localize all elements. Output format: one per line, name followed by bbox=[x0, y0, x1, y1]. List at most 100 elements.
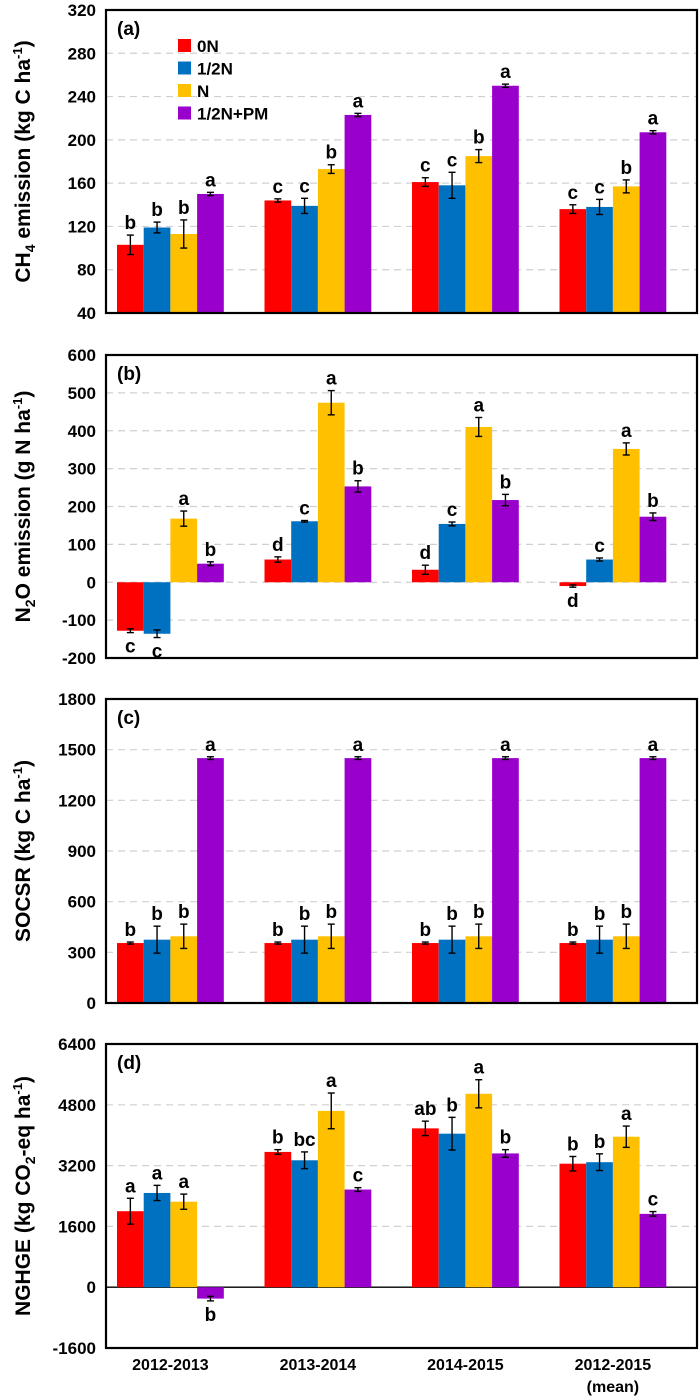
bar-1-2n-pm-2013-2014 bbox=[344, 1189, 372, 1288]
significance-letter: b bbox=[272, 920, 284, 941]
significance-letter: b bbox=[473, 902, 485, 923]
significance-letter: c bbox=[152, 642, 163, 663]
significance-letter: a bbox=[648, 109, 659, 130]
bar-0n-2012-2015- bbox=[559, 209, 587, 313]
y-tick-label: 500 bbox=[68, 384, 96, 403]
significance-letter: b bbox=[125, 920, 137, 941]
significance-letter: a bbox=[205, 735, 216, 756]
significance-letter: c bbox=[125, 637, 136, 658]
significance-letter: b bbox=[299, 904, 311, 925]
y-axis-label: SOCSR (kg C ha-1) bbox=[10, 760, 35, 942]
significance-letter: b bbox=[620, 158, 632, 179]
legend-swatch bbox=[178, 106, 191, 120]
bar-1-2n-2012-2015- bbox=[586, 1162, 613, 1288]
y-tick-label: 400 bbox=[68, 422, 96, 441]
significance-letter: b bbox=[567, 920, 579, 941]
significance-letter: a bbox=[326, 1071, 337, 1092]
bar-0n-2012-2015- bbox=[559, 582, 587, 587]
significance-letter: b bbox=[567, 1134, 579, 1155]
bar-1-2n-2013-2014 bbox=[291, 521, 318, 583]
y-tick-label: 100 bbox=[68, 535, 96, 554]
bar-1-2n-pm-2013-2014 bbox=[344, 758, 372, 1003]
y-tick-label: 160 bbox=[68, 174, 96, 193]
significance-letter: b bbox=[446, 904, 458, 925]
bar-n-2014-2015 bbox=[465, 1093, 493, 1288]
y-tick-label: 300 bbox=[68, 943, 96, 962]
y-tick-label: 40 bbox=[77, 304, 96, 323]
bar-1-2n-2012-2015- bbox=[586, 206, 613, 313]
significance-letter: c bbox=[299, 499, 310, 520]
x-tick-label: 2014-2015 bbox=[427, 1357, 504, 1374]
significance-letter: c bbox=[568, 183, 579, 204]
bar-1-2n-pm-2012-2015- bbox=[639, 132, 667, 313]
significance-letter: b bbox=[352, 459, 364, 480]
y-tick-label: 1600 bbox=[58, 1217, 96, 1236]
significance-letter: d bbox=[420, 543, 432, 564]
y-tick-label: 80 bbox=[77, 261, 96, 280]
significance-letter: b bbox=[272, 1128, 284, 1149]
panel-label: (b) bbox=[117, 364, 141, 385]
y-tick-label: -200 bbox=[62, 649, 96, 668]
y-tick-label: -1600 bbox=[53, 1339, 96, 1358]
significance-letter: a bbox=[353, 735, 364, 756]
significance-letter: d bbox=[567, 591, 579, 612]
legend-label: N bbox=[197, 82, 209, 101]
bar-1-2n-2014-2015 bbox=[438, 185, 466, 313]
bar-n-2014-2015 bbox=[465, 426, 493, 583]
significance-letter: a bbox=[500, 62, 511, 83]
significance-letter: c bbox=[447, 150, 458, 171]
significance-letter: b bbox=[325, 902, 337, 923]
bar-0n-2012-2013 bbox=[117, 582, 144, 631]
plot-frame bbox=[104, 697, 699, 1005]
bar-1-2n-2012-2013 bbox=[143, 227, 171, 313]
bar-1-2n-pm-2014-2015 bbox=[492, 500, 519, 583]
significance-letter: b bbox=[500, 1128, 512, 1149]
panel-label: (c) bbox=[117, 708, 140, 729]
bar-n-2012-2013 bbox=[170, 518, 198, 583]
significance-letter: b bbox=[125, 213, 137, 234]
y-tick-label: 280 bbox=[68, 44, 96, 63]
bar-n-2012-2015- bbox=[612, 186, 640, 313]
legend-label: 1/2N+PM bbox=[197, 105, 268, 124]
bar-0n-2014-2015 bbox=[412, 569, 439, 583]
y-tick-label: 1200 bbox=[58, 791, 96, 810]
y-tick-label: 300 bbox=[68, 460, 96, 479]
x-tick-label: 2012-2015 bbox=[575, 1357, 652, 1374]
y-tick-label: 600 bbox=[68, 893, 96, 912]
bar-1-2n-2014-2015 bbox=[438, 523, 466, 583]
significance-letter: a bbox=[473, 395, 484, 416]
bar-0n-2012-2015- bbox=[559, 943, 587, 1003]
bar-1-2n-2013-2014 bbox=[291, 1160, 318, 1288]
bar-1-2n-2012-2015- bbox=[586, 559, 613, 583]
legend-label: 0N bbox=[197, 37, 219, 56]
legend-swatch bbox=[178, 39, 191, 52]
bar-1-2n-pm-2012-2013 bbox=[197, 563, 224, 583]
bar-0n-2014-2015 bbox=[412, 182, 439, 313]
bar-1-2n-pm-2012-2015- bbox=[639, 1213, 667, 1288]
y-tick-label: 600 bbox=[68, 346, 96, 365]
bar-1-2n-pm-2013-2014 bbox=[344, 114, 372, 313]
significance-letter: b bbox=[420, 920, 432, 941]
bar-1-2n-pm-2013-2014 bbox=[344, 486, 372, 583]
significance-letter: c bbox=[420, 156, 431, 177]
bar-1-2n-pm-2012-2013 bbox=[197, 193, 224, 313]
significance-letter: ab bbox=[414, 1099, 436, 1120]
significance-letter: a bbox=[648, 735, 659, 756]
x-tick-label: 2013-2014 bbox=[280, 1357, 357, 1374]
y-tick-label: 0 bbox=[87, 1278, 96, 1297]
significance-letter: c bbox=[594, 177, 605, 198]
bar-0n-2013-2014 bbox=[264, 943, 292, 1003]
legend-swatch bbox=[178, 84, 191, 97]
bar-n-2014-2015 bbox=[465, 156, 493, 313]
significance-letter: a bbox=[473, 1058, 484, 1079]
bar-n-2012-2015- bbox=[612, 448, 640, 583]
bar-0n-2014-2015 bbox=[412, 943, 439, 1003]
bar-0n-2014-2015 bbox=[412, 1128, 439, 1288]
y-tick-label: 200 bbox=[68, 498, 96, 517]
bar-1-2n-pm-2014-2015 bbox=[492, 758, 519, 1003]
significance-letter: b bbox=[500, 472, 512, 493]
significance-letter: b bbox=[594, 1132, 606, 1153]
y-axis-label: N2O emission (g N ha-1) bbox=[10, 391, 38, 623]
